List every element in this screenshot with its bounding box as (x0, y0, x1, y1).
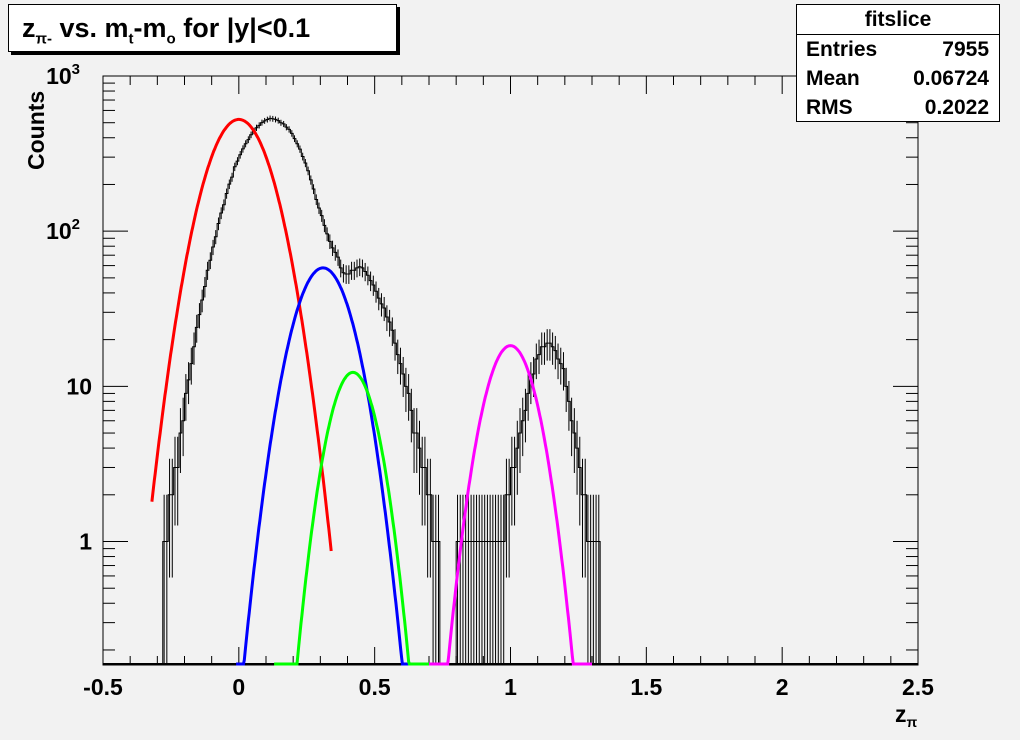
x-tick-label: 0.5 (359, 674, 391, 700)
stats-value: 7955 (942, 38, 989, 61)
stats-value: 0.06724 (913, 67, 989, 90)
fit-curve (429, 344, 592, 666)
stats-value: 0.2022 (924, 96, 989, 119)
x-tick-label: 1.5 (630, 674, 662, 700)
stats-title: fitslice (797, 5, 999, 35)
x-tick-label: -0.5 (83, 674, 123, 700)
plot-frame (102, 75, 919, 666)
x-axis-ticks: -0.5 0 0.5 1 1.5 2 2.5 (83, 76, 934, 700)
fit-curve (274, 370, 434, 666)
x-tick-label: 1 (504, 674, 517, 700)
fit-curve (150, 117, 333, 552)
y-tick-label: 103 (46, 61, 80, 89)
y-axis-ticks: 1 10 102 103 (46, 61, 918, 651)
x-tick-label: 2.5 (902, 674, 934, 700)
x-axis-label: zπ (895, 701, 918, 730)
histogram-line (157, 117, 606, 666)
stats-row-entries: Entries 7955 (797, 35, 999, 64)
fit-curve (236, 266, 413, 666)
x-tick-label: 0 (232, 674, 245, 700)
y-tick-label: 102 (46, 216, 80, 244)
stats-box: fitslice Entries 7955 Mean 0.06724 RMS 0… (796, 4, 1000, 122)
stats-label: Mean (806, 67, 860, 90)
y-axis-label: Counts (23, 91, 49, 170)
y-tick-label: 10 (66, 373, 92, 399)
x-tick-label: 2 (776, 674, 789, 700)
stats-label: Entries (806, 38, 878, 61)
histogram (103, 115, 918, 666)
stats-row-rms: RMS 0.2022 (797, 93, 999, 122)
plot-title: zπ- vs. mt-mo for |y|<0.1 (8, 4, 397, 52)
stats-row-mean: Mean 0.06724 (797, 64, 999, 93)
y-tick-label: 1 (79, 529, 92, 555)
fit-curves (150, 117, 592, 666)
stats-label: RMS (806, 96, 853, 119)
